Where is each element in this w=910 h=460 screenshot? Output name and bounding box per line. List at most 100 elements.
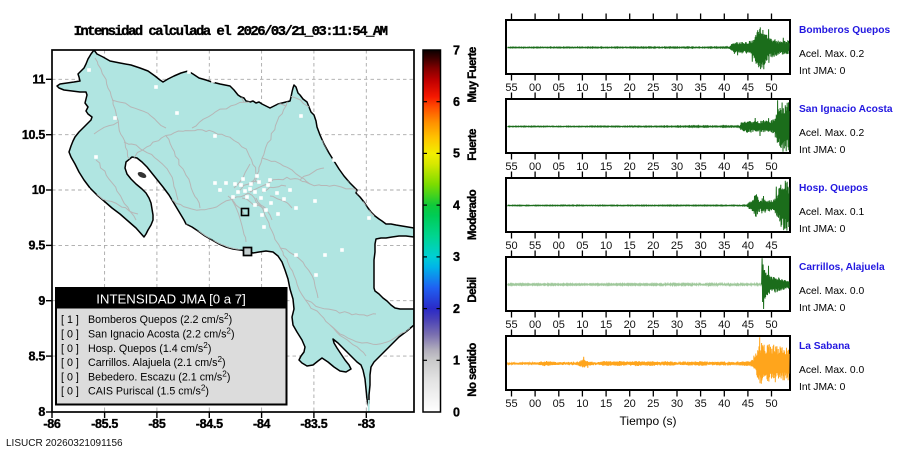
svg-text:20: 20: [624, 82, 636, 94]
svg-text:Muy Fuerte: Muy Fuerte: [467, 47, 479, 103]
svg-text:9.5: 9.5: [29, 239, 46, 253]
svg-text:Hosp. Quepos: Hosp. Quepos: [799, 183, 868, 194]
svg-text:-84: -84: [253, 417, 271, 431]
svg-text:0: 0: [453, 405, 460, 419]
svg-text:Tiempo (s): Tiempo (s): [620, 414, 677, 428]
svg-text:Int JMA: 0: Int JMA: 0: [799, 145, 846, 156]
svg-text:10.5: 10.5: [22, 128, 45, 142]
svg-text:-85.5: -85.5: [91, 417, 118, 431]
svg-text:1: 1: [453, 354, 460, 368]
svg-text:Acel. Max. 0.0: Acel. Max. 0.0: [799, 286, 865, 297]
svg-text:40: 40: [718, 161, 730, 173]
svg-text:40: 40: [742, 240, 754, 252]
svg-text:55: 55: [505, 82, 517, 94]
svg-text:30: 30: [671, 82, 683, 94]
svg-text:50: 50: [765, 398, 777, 410]
svg-text:20: 20: [624, 319, 636, 331]
svg-text:35: 35: [718, 240, 730, 252]
svg-text:55: 55: [505, 319, 517, 331]
svg-text:55: 55: [505, 398, 517, 410]
svg-text:9: 9: [38, 294, 45, 308]
svg-text:4: 4: [453, 198, 460, 212]
svg-text:25: 25: [647, 161, 659, 173]
svg-text:05: 05: [553, 319, 565, 331]
svg-text:5: 5: [453, 147, 460, 161]
svg-text:LISUCR 20260321091156: LISUCR 20260321091156: [6, 438, 123, 449]
svg-text:INTENSIDAD JMA [0 a 7]: INTENSIDAD JMA [0 a 7]: [96, 292, 246, 307]
svg-text:10: 10: [576, 161, 588, 173]
svg-text:-83.5: -83.5: [300, 417, 327, 431]
svg-text:05: 05: [553, 161, 565, 173]
svg-text:30: 30: [671, 398, 683, 410]
svg-text:05: 05: [553, 398, 565, 410]
svg-text:05: 05: [553, 82, 565, 94]
svg-text:15: 15: [600, 161, 612, 173]
svg-text:Int JMA: 0: Int JMA: 0: [799, 382, 846, 393]
svg-text:35: 35: [694, 161, 706, 173]
svg-text:CAIS Puriscal (1.5 cm/s2): CAIS Puriscal (1.5 cm/s2): [88, 384, 209, 398]
svg-text:[ 0 ]: [ 0 ]: [61, 357, 79, 369]
svg-text:20: 20: [624, 398, 636, 410]
svg-text:40: 40: [718, 398, 730, 410]
svg-text:50: 50: [505, 240, 517, 252]
svg-text:Int JMA: 0: Int JMA: 0: [799, 66, 846, 77]
svg-text:25: 25: [647, 319, 659, 331]
svg-text:45: 45: [742, 161, 754, 173]
svg-text:Int JMA: 0: Int JMA: 0: [799, 224, 846, 235]
svg-text:8: 8: [38, 405, 45, 419]
svg-text:Intensidad calculada el 2026/0: Intensidad calculada el 2026/03/21_03:11…: [74, 24, 388, 40]
svg-text:10: 10: [576, 398, 588, 410]
svg-text:00: 00: [529, 398, 541, 410]
svg-text:30: 30: [694, 240, 706, 252]
svg-text:6: 6: [453, 95, 460, 109]
svg-text:15: 15: [624, 240, 636, 252]
svg-text:La Sabana: La Sabana: [799, 341, 850, 352]
svg-text:-83: -83: [358, 417, 376, 431]
svg-text:Acel. Max. 0.2: Acel. Max. 0.2: [799, 128, 865, 139]
svg-text:Debil: Debil: [467, 277, 479, 303]
svg-text:25: 25: [647, 398, 659, 410]
svg-text:3: 3: [453, 250, 460, 264]
svg-text:55: 55: [529, 240, 541, 252]
svg-text:45: 45: [742, 398, 754, 410]
svg-text:35: 35: [694, 82, 706, 94]
svg-text:Int JMA: 0: Int JMA: 0: [799, 303, 846, 314]
svg-text:-86: -86: [43, 417, 61, 431]
svg-text:45: 45: [765, 240, 777, 252]
svg-text:35: 35: [694, 319, 706, 331]
svg-text:05: 05: [576, 240, 588, 252]
svg-text:50: 50: [765, 161, 777, 173]
svg-text:[ 0 ]: [ 0 ]: [61, 371, 79, 383]
svg-text:[ 0 ]: [ 0 ]: [61, 386, 79, 398]
svg-text:No sentido: No sentido: [467, 343, 479, 397]
svg-text:Moderado: Moderado: [467, 189, 479, 240]
svg-text:25: 25: [647, 82, 659, 94]
svg-text:00: 00: [529, 161, 541, 173]
svg-text:San Ignacio Acosta (2.2 cm/s2): San Ignacio Acosta (2.2 cm/s2): [88, 327, 235, 341]
svg-text:10: 10: [576, 82, 588, 94]
svg-text:-84.5: -84.5: [196, 417, 223, 431]
svg-text:00: 00: [529, 319, 541, 331]
svg-text:San Ignacio Acosta: San Ignacio Acosta: [799, 104, 893, 115]
svg-text:Carrillos. Alajuela (2.1 cm/s2: Carrillos. Alajuela (2.1 cm/s2): [88, 355, 226, 369]
svg-text:55: 55: [505, 161, 517, 173]
svg-text:[ 1 ]: [ 1 ]: [61, 314, 79, 326]
svg-text:40: 40: [718, 319, 730, 331]
svg-text:10: 10: [576, 319, 588, 331]
svg-text:Bomberos Quepos (2.2 cm/s2): Bomberos Quepos (2.2 cm/s2): [88, 312, 232, 326]
svg-text:15: 15: [600, 82, 612, 94]
svg-text:50: 50: [765, 319, 777, 331]
svg-text:45: 45: [742, 319, 754, 331]
svg-text:20: 20: [624, 161, 636, 173]
svg-text:[ 0 ]: [ 0 ]: [61, 343, 79, 355]
svg-text:20: 20: [647, 240, 659, 252]
svg-text:00: 00: [553, 240, 565, 252]
svg-text:Acel. Max. 0.0: Acel. Max. 0.0: [799, 365, 865, 376]
svg-text:Bebedero. Escazu (2.1 cm/s2): Bebedero. Escazu (2.1 cm/s2): [88, 369, 230, 383]
svg-text:2: 2: [453, 302, 460, 316]
svg-text:00: 00: [529, 82, 541, 94]
svg-text:15: 15: [600, 398, 612, 410]
svg-text:-85: -85: [148, 417, 166, 431]
svg-text:11: 11: [32, 73, 45, 87]
svg-text:15: 15: [600, 319, 612, 331]
